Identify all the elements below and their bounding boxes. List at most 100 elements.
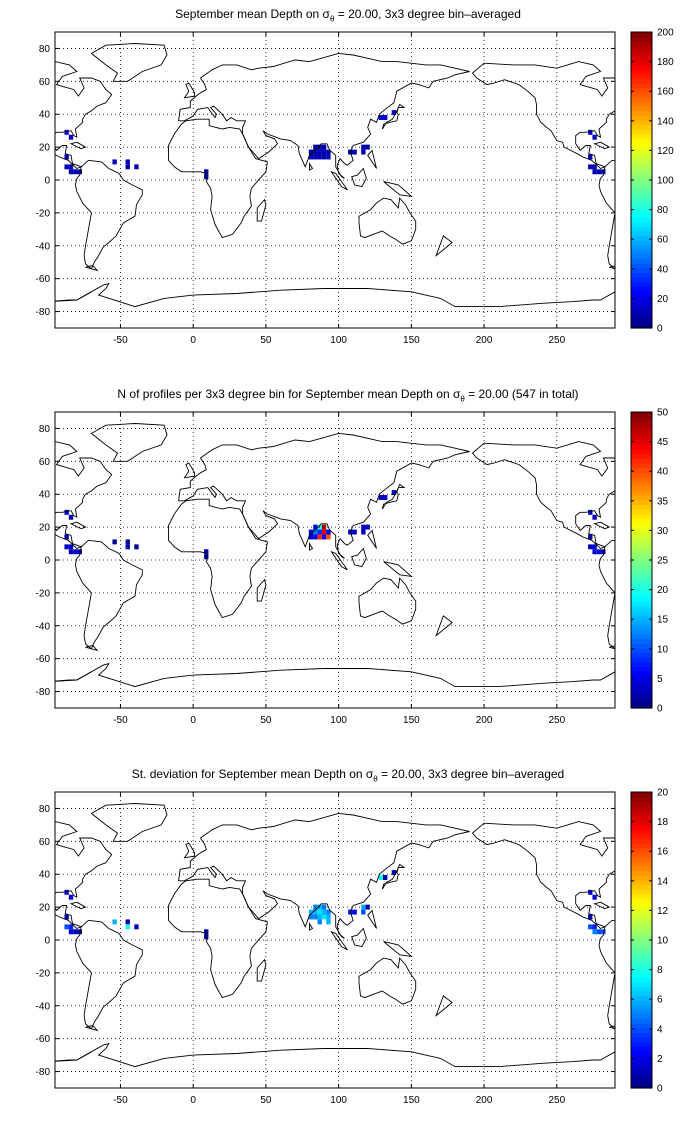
colorbar-segment [631, 129, 652, 135]
colorbar-segment [631, 87, 652, 93]
y-tick-label: 0 [44, 936, 50, 947]
colorbar-segment [631, 412, 652, 418]
colorbar-segment [631, 995, 652, 1001]
data-cell [588, 534, 593, 540]
chart-title: St. deviation for September mean Depth o… [131, 767, 565, 784]
data-cell [321, 909, 327, 915]
colorbar-segment [631, 263, 652, 269]
data-cell [588, 164, 593, 170]
data-cell [64, 534, 69, 540]
colorbar-tick-label: 16 [657, 847, 669, 858]
y-tick-label: -80 [36, 687, 51, 698]
colorbar-tick-label: 40 [657, 264, 669, 275]
chart-title: September mean Depth on σθ = 20.00, 3x3 … [175, 7, 521, 24]
coastline [178, 432, 470, 559]
colorbar-segment [631, 944, 652, 950]
y-tick-label: 60 [39, 457, 51, 468]
x-tick-label: 100 [330, 1095, 347, 1106]
coastline [55, 61, 113, 170]
coastline [358, 197, 417, 245]
colorbar-segment [631, 569, 652, 575]
coastline [471, 821, 615, 930]
panel-std-deviation: St. deviation for September mean Depth o… [0, 760, 696, 1140]
colorbar-segment [631, 138, 652, 144]
colorbar-tick-label: 20 [657, 294, 669, 305]
data-cell [64, 509, 69, 515]
data-cell [317, 529, 322, 535]
colorbar-segment [631, 1014, 652, 1020]
colorbar-tick-label: 14 [657, 876, 669, 887]
colorbar-tick-label: 18 [657, 817, 669, 828]
data-cell [64, 544, 69, 550]
colorbar-segment [631, 587, 652, 593]
y-tick-label: -40 [36, 241, 51, 252]
data-cell [68, 929, 74, 935]
colorbar-segment [631, 903, 652, 909]
data-cell [64, 924, 69, 930]
coastline [598, 159, 615, 270]
colorbar-segment [631, 1037, 652, 1043]
colorbar-segment [631, 592, 652, 598]
data-cell [112, 159, 117, 165]
x-tick-label: 250 [548, 715, 565, 726]
colorbar-segment [631, 1064, 652, 1071]
colorbar-segment [631, 606, 652, 612]
colorbar-tick-label: 30 [657, 526, 669, 537]
colorbar-segment [631, 119, 652, 126]
x-tick-label: 50 [260, 715, 272, 726]
colorbar-tick-label: 25 [657, 556, 669, 567]
colorbar-tick-label: 4 [657, 1024, 663, 1035]
y-tick-label: -60 [36, 1034, 51, 1045]
island-coastline [351, 927, 367, 948]
colorbar-segment [631, 1009, 652, 1015]
island-coastline [593, 521, 611, 530]
colorbar-segment [631, 180, 652, 186]
colorbar-segment [631, 601, 652, 607]
chart-title: N of profiles per 3x3 degree bin for Sep… [117, 387, 579, 404]
island-coastline [309, 542, 314, 551]
island-coastline [69, 141, 87, 150]
island-coastline [367, 149, 377, 169]
y-tick-label: 40 [39, 490, 51, 501]
colorbar-segment [631, 318, 652, 324]
colorbar-segment [631, 930, 652, 936]
colorbar-segment [631, 898, 652, 904]
data-cell [134, 544, 139, 550]
coastline [168, 118, 268, 239]
colorbar-segment [631, 106, 652, 112]
island-coastline [90, 423, 168, 462]
y-tick-label: 0 [44, 176, 50, 187]
island-coastline [609, 645, 615, 650]
colorbar-segment [631, 476, 652, 482]
island-coastline [614, 812, 615, 814]
data-cell [321, 144, 327, 150]
colorbar-segment [631, 73, 652, 79]
colorbar-segment [631, 133, 652, 139]
data-cell [326, 149, 331, 155]
island-coastline [183, 462, 196, 479]
colorbar-segment [631, 147, 652, 153]
colorbar-segment [631, 578, 652, 584]
data-cell [352, 909, 357, 915]
colorbar-tick-label: 160 [657, 87, 674, 98]
colorbar-segment [631, 847, 652, 853]
colorbar-tick-label: 20 [657, 585, 669, 596]
island-coastline [330, 930, 348, 951]
colorbar-segment [631, 430, 652, 436]
colorbar-segment [631, 689, 652, 695]
data-cell [204, 929, 209, 935]
x-tick-label: -50 [113, 335, 128, 346]
colorbar-segment [631, 286, 652, 292]
colorbar-tick-label: 40 [657, 467, 669, 478]
colorbar-tick-label: 60 [657, 235, 669, 246]
island-coastline [609, 265, 615, 270]
coastline [178, 812, 470, 939]
data-cell [596, 929, 602, 935]
colorbar-segment [631, 879, 652, 886]
colorbar-segment [631, 852, 652, 858]
island-coastline [256, 198, 267, 222]
data-cell [125, 919, 130, 925]
colorbar-segment [631, 217, 652, 223]
data-cell [383, 495, 388, 500]
data-cell [326, 914, 331, 920]
